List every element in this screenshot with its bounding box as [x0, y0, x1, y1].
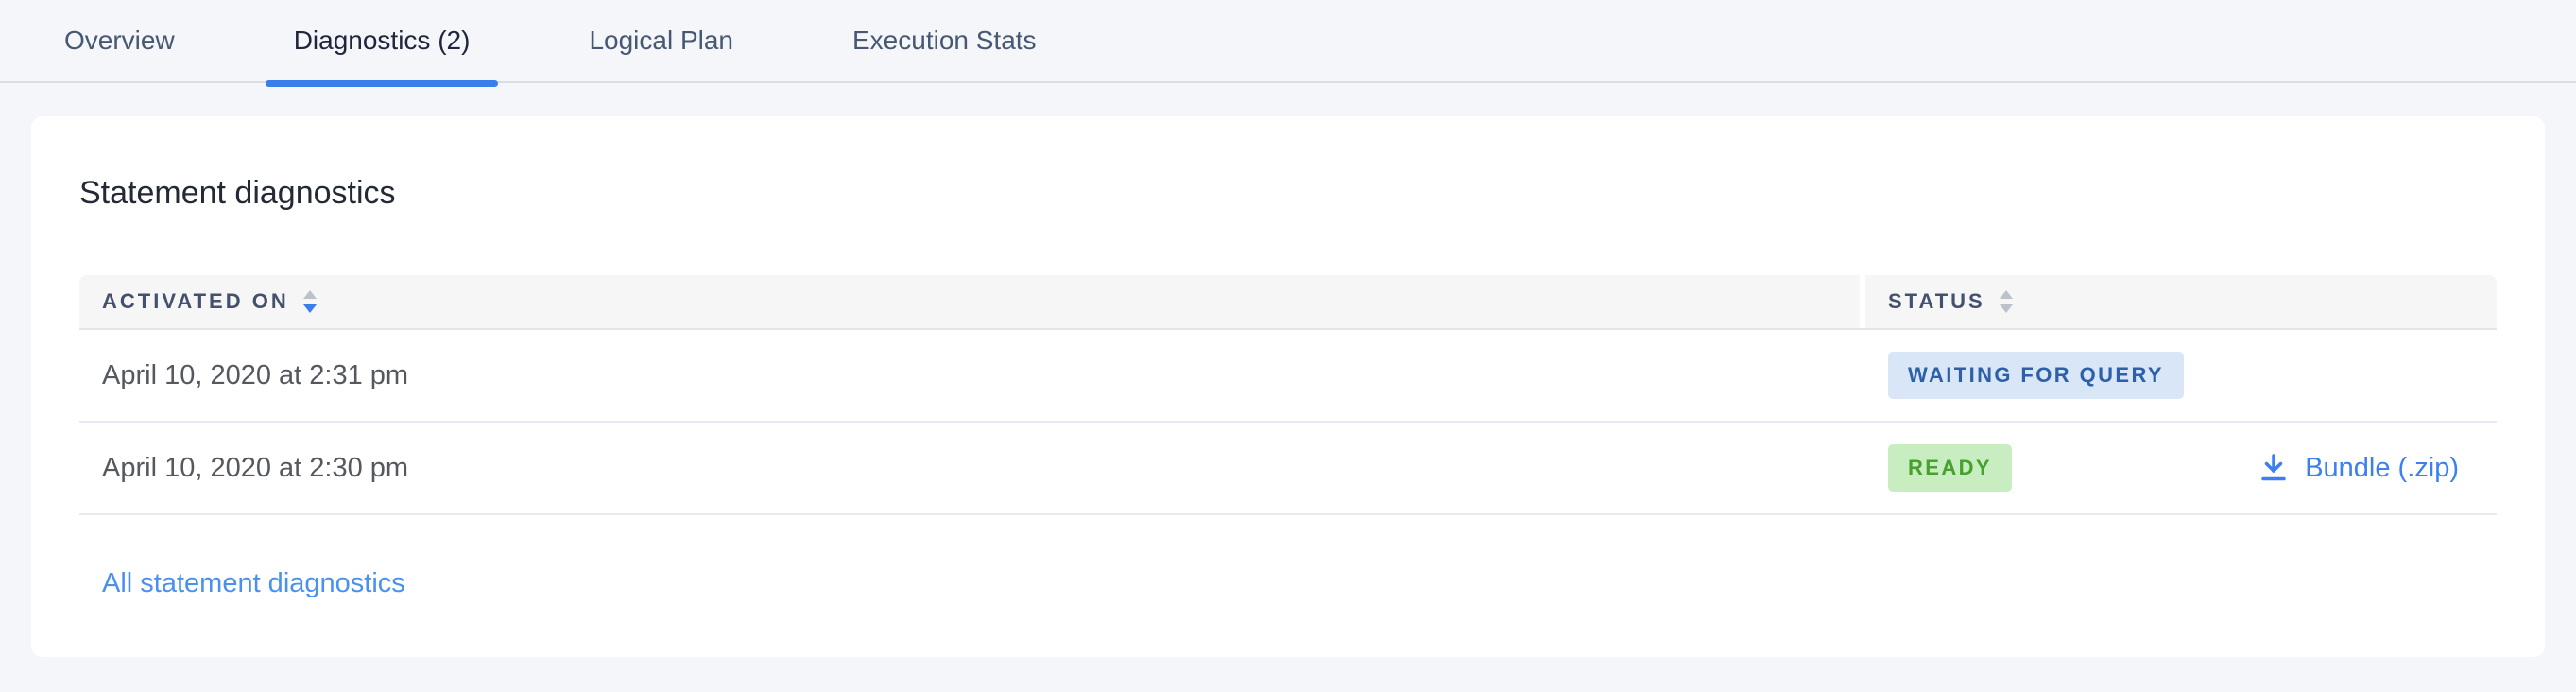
download-icon — [2261, 454, 2286, 481]
tab-bar: Overview Diagnostics (2) Logical Plan Ex… — [0, 0, 2576, 87]
activated-on-cell: April 10, 2020 at 2:30 pm — [102, 452, 409, 483]
statement-diagnostics-card: Statement diagnostics ACTIVATED ON STATU… — [31, 116, 2545, 657]
tab-execution-stats[interactable]: Execution Stats — [852, 26, 1037, 55]
sort-arrows-icon — [1999, 290, 2013, 313]
diagnostics-table: ACTIVATED ON STATUS April 10, 2020 at 2:… — [79, 275, 2497, 515]
column-header-status[interactable]: STATUS — [1865, 275, 2497, 328]
tab-logical-plan[interactable]: Logical Plan — [589, 26, 733, 55]
table-row: April 10, 2020 at 2:30 pm READY Bundle (… — [79, 423, 2497, 515]
column-header-label: STATUS — [1888, 289, 1985, 313]
table-row: April 10, 2020 at 2:31 pm WAITING FOR QU… — [79, 330, 2497, 423]
bundle-download-link[interactable]: Bundle (.zip) — [2259, 453, 2459, 484]
column-header-label: ACTIVATED ON — [102, 289, 289, 313]
activated-on-cell: April 10, 2020 at 2:31 pm — [102, 359, 409, 390]
sort-arrows-icon — [302, 290, 317, 313]
status-badge: WAITING FOR QUERY — [1888, 352, 2184, 399]
column-header-activated-on[interactable]: ACTIVATED ON — [79, 275, 1860, 328]
status-cell: READY Bundle (.zip) — [1865, 423, 2497, 513]
all-statement-diagnostics-link[interactable]: All statement diagnostics — [102, 568, 405, 598]
table-header-row: ACTIVATED ON STATUS — [79, 275, 2497, 330]
bundle-link-label: Bundle (.zip) — [2305, 452, 2459, 483]
status-cell: WAITING FOR QUERY — [1865, 330, 2497, 421]
tab-overview[interactable]: Overview — [64, 26, 175, 55]
status-badge: READY — [1888, 444, 2013, 492]
tab-diagnostics[interactable]: Diagnostics (2) — [265, 26, 499, 87]
page-title: Statement diagnostics — [79, 175, 396, 211]
